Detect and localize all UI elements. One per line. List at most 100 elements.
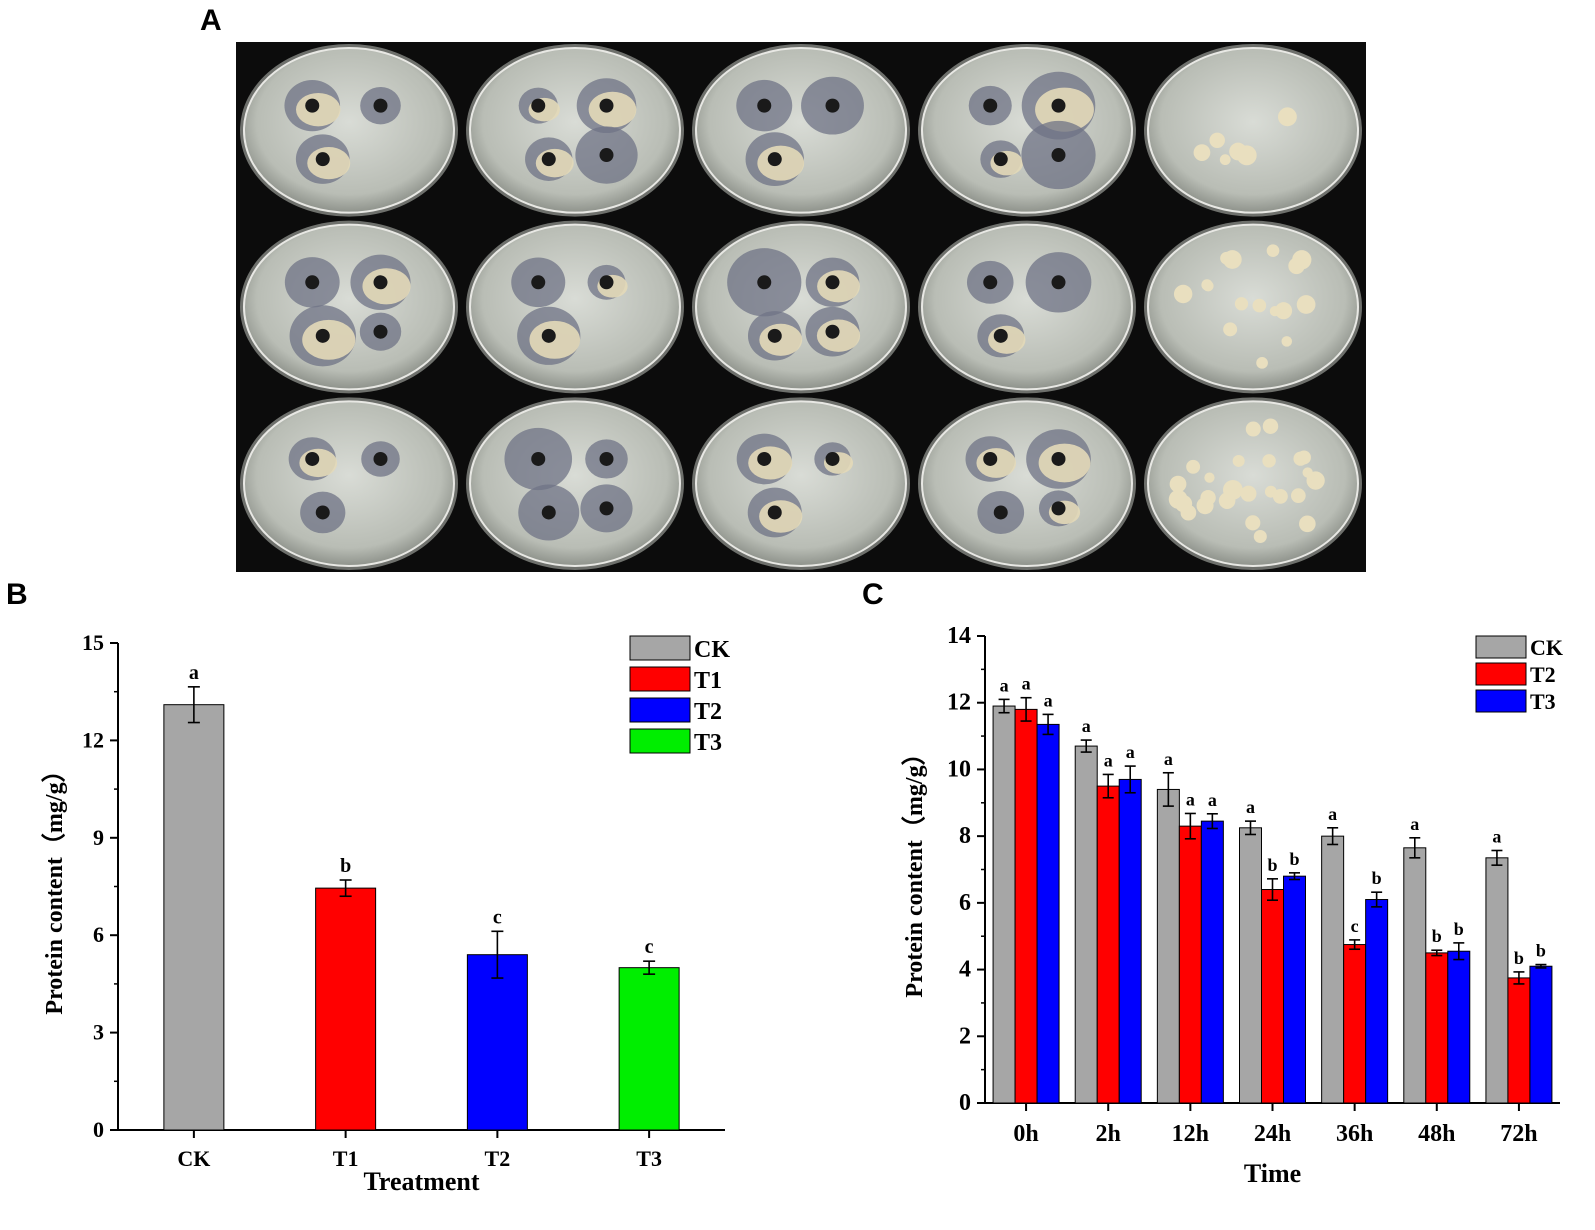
x-tick-label: 48h [1418, 1121, 1455, 1147]
well-hole [531, 451, 546, 466]
bacterial-colony [1234, 297, 1249, 311]
significance-label: a [1000, 675, 1009, 695]
x-tick-label: CK [177, 1146, 210, 1171]
x-tick-label: 72h [1500, 1121, 1537, 1147]
bar [466, 954, 528, 1131]
x-tick-label: T1 [333, 1146, 359, 1171]
bacterial-colony [1288, 257, 1305, 275]
significance-label: a [1186, 789, 1195, 809]
legend-label: CK [694, 637, 730, 663]
y-tick-label: 9 [93, 825, 104, 850]
panel-letter-a: A [200, 4, 222, 37]
panel-letter-b: B [6, 578, 28, 611]
bacterial-colony [1218, 492, 1236, 509]
well-hole [373, 324, 388, 339]
y-tick-label: 0 [959, 1090, 971, 1116]
bacterial-colony [1204, 472, 1215, 483]
well-hole [825, 275, 840, 290]
legend-label: T1 [694, 668, 722, 694]
well-hole [757, 275, 772, 290]
bar [1447, 950, 1471, 1104]
significance-label: a [1492, 826, 1501, 846]
y-tick-label: 8 [959, 823, 971, 849]
y-tick-label: 4 [959, 957, 971, 983]
fungal-colony [362, 268, 411, 305]
y-tick-label: 2 [959, 1023, 971, 1049]
well-hole [1051, 501, 1066, 516]
fungal-colony [816, 319, 861, 352]
significance-label: a [1328, 804, 1337, 824]
well-hole [373, 98, 388, 113]
bar [1036, 723, 1060, 1104]
fungal-colony [588, 91, 637, 128]
significance-label: c [493, 906, 502, 928]
bacterial-colony [1262, 454, 1276, 468]
bacterial-colony [1201, 279, 1213, 291]
legend-swatch [629, 728, 691, 754]
bacterial-colony [1253, 529, 1267, 544]
bar [992, 705, 1016, 1104]
well-hole [767, 505, 782, 520]
bar [1485, 857, 1509, 1104]
well-hole [373, 275, 388, 290]
y-tick-label: 12 [82, 727, 104, 752]
significance-label: b [1514, 948, 1524, 968]
well-hole [373, 451, 388, 466]
bar [618, 967, 680, 1131]
significance-label: a [189, 662, 199, 684]
panel-letter-c: C [862, 578, 884, 611]
bacterial-colony [1277, 107, 1297, 127]
x-tick-label: 2h [1096, 1121, 1121, 1147]
significance-label: a [1022, 674, 1031, 694]
bar [1529, 965, 1553, 1104]
chart-b-protein-treatment: 0 3 6 9 12 15 CK a T1 b T2 c T3 c Treatment Protein con… [0, 610, 860, 1230]
legend-label: T2 [1530, 662, 1556, 687]
petri-dish [918, 397, 1136, 570]
well-hole [983, 98, 998, 113]
well-hole [531, 98, 546, 113]
bar [1425, 952, 1449, 1104]
significance-label: a [1208, 790, 1217, 810]
bar [1178, 825, 1202, 1104]
bacterial-colony [1272, 488, 1288, 504]
well-hole [983, 275, 998, 290]
well-hole [993, 152, 1008, 167]
legend-swatch [629, 697, 691, 723]
fungal-colony [759, 323, 803, 356]
petri-dish [692, 44, 910, 217]
well-hole [315, 505, 330, 520]
legend-swatch [1475, 662, 1527, 686]
petri-dish [240, 220, 458, 394]
well-hole [305, 98, 320, 113]
legend-swatch [629, 666, 691, 692]
y-tick-label: 12 [947, 690, 971, 716]
bacterial-colony [1256, 356, 1268, 369]
fungal-colony [299, 448, 338, 478]
significance-label: b [1372, 868, 1382, 888]
well-hole [599, 501, 614, 516]
bacterial-colony [1252, 298, 1267, 313]
bacterial-colony [1275, 302, 1293, 320]
well-hole [1051, 98, 1066, 113]
legend-label: CK [1530, 635, 1563, 660]
bacterial-colony [1311, 474, 1323, 487]
significance-label: b [340, 855, 351, 877]
significance-label: a [1104, 750, 1113, 770]
significance-label: c [1351, 916, 1359, 936]
bar [1074, 745, 1098, 1104]
fungal-colony [296, 92, 341, 127]
fungal-colony [1035, 87, 1094, 132]
x-axis-label: Treatment [364, 1167, 480, 1196]
fungal-colony [757, 145, 805, 181]
well-hole [825, 324, 840, 339]
y-tick-label: 3 [93, 1020, 104, 1045]
legend-label: T2 [694, 699, 722, 725]
bacterial-colony [1223, 250, 1242, 269]
petri-dish-photo [236, 42, 1366, 572]
bacterial-colony [1281, 336, 1293, 347]
fungal-colony [759, 500, 803, 533]
bar [1507, 977, 1531, 1104]
significance-label: a [1246, 797, 1255, 817]
bar [1200, 820, 1224, 1104]
bacterial-colony [1229, 142, 1247, 161]
